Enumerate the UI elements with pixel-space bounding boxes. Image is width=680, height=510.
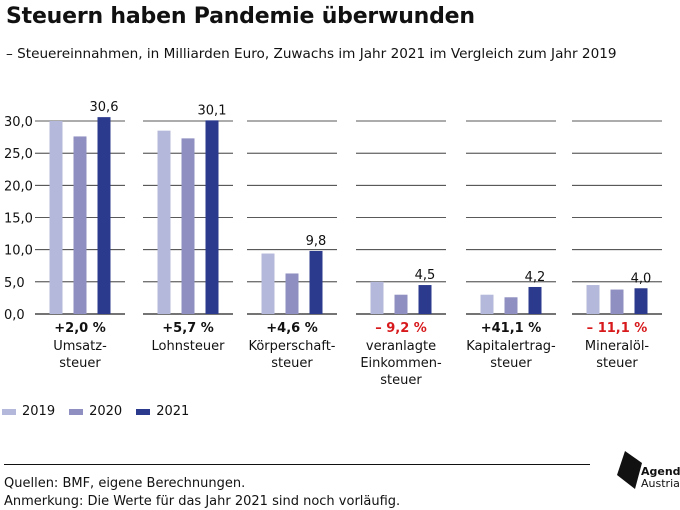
logo-mark-icon bbox=[617, 451, 642, 489]
bar-2020 bbox=[181, 138, 195, 314]
remark-note: Anmerkung: Die Werte für das Jahr 2021 s… bbox=[4, 494, 401, 509]
bar-2020 bbox=[610, 289, 624, 314]
legend-swatch-2021 bbox=[136, 408, 151, 415]
bar-2020 bbox=[73, 136, 87, 314]
source-note: Quellen: BMF, eigene Berechnungen. bbox=[4, 476, 246, 491]
data-label-2021: 30,6 bbox=[90, 100, 119, 115]
legend-item-2021: 2021 bbox=[136, 404, 189, 419]
y-tick-label: 10,0 bbox=[4, 244, 33, 259]
change-label: – 9,2 % bbox=[375, 321, 427, 336]
bar-2021 bbox=[309, 250, 323, 314]
category-label: Körperschaft- bbox=[248, 339, 335, 354]
bar-2021 bbox=[205, 120, 219, 315]
legend: 2019 2020 2021 bbox=[2, 404, 189, 419]
change-label: +5,7 % bbox=[162, 321, 213, 336]
category-label: steuer bbox=[490, 356, 532, 371]
category-label: steuer bbox=[596, 356, 638, 371]
legend-swatch-2020 bbox=[69, 408, 84, 415]
data-label-2021: 30,1 bbox=[198, 103, 227, 118]
y-tick-label: 30,0 bbox=[4, 115, 33, 130]
footer-divider bbox=[4, 464, 590, 465]
category-label: veranlagte bbox=[366, 339, 436, 354]
y-tick-label: 20,0 bbox=[4, 179, 33, 194]
bar-2019 bbox=[480, 294, 494, 314]
change-label: +2,0 % bbox=[54, 321, 105, 336]
data-label-2021: 9,8 bbox=[306, 234, 327, 249]
change-label: – 11,1 % bbox=[587, 321, 648, 336]
category-label: steuer bbox=[59, 356, 101, 371]
change-label: +4,6 % bbox=[266, 321, 317, 336]
agenda-austria-logo: Agenda Austria bbox=[615, 447, 680, 497]
bar-2021 bbox=[634, 288, 648, 314]
category-label: steuer bbox=[271, 356, 313, 371]
chart-title: Steuern haben Pandemie überwunden bbox=[6, 4, 475, 29]
y-tick-label: 0,0 bbox=[4, 308, 25, 323]
legend-label-2020: 2020 bbox=[89, 404, 123, 419]
legend-swatch-2019 bbox=[2, 408, 16, 415]
bar-2019 bbox=[586, 285, 600, 314]
category-label: Mineralöl- bbox=[585, 339, 650, 354]
category-label: Kapitalertrag- bbox=[466, 339, 556, 354]
category-label: Einkommen- bbox=[360, 356, 442, 371]
bar-2020 bbox=[504, 297, 518, 314]
legend-label-2019: 2019 bbox=[22, 404, 56, 419]
category-label: Lohnsteuer bbox=[152, 339, 226, 354]
bar-2019 bbox=[261, 253, 275, 314]
bar-2021 bbox=[418, 285, 432, 314]
category-label: steuer bbox=[380, 373, 422, 388]
bar-2021 bbox=[528, 286, 542, 314]
legend-item-2020: 2020 bbox=[69, 404, 122, 419]
y-tick-label: 25,0 bbox=[4, 147, 33, 162]
chart-subtitle: – Steuereinnahmen, in Milliarden Euro, Z… bbox=[6, 46, 617, 62]
data-label-2021: 4,5 bbox=[415, 268, 436, 283]
legend-label-2021: 2021 bbox=[156, 404, 190, 419]
logo-text-agenda: Agenda bbox=[641, 465, 680, 478]
change-label: +41,1 % bbox=[481, 321, 542, 336]
data-label-2021: 4,2 bbox=[525, 270, 546, 285]
logo-text-austria: Austria bbox=[641, 477, 680, 490]
legend-item-2019: 2019 bbox=[2, 404, 55, 419]
y-tick-label: 15,0 bbox=[4, 212, 33, 227]
bar-2019 bbox=[157, 130, 171, 314]
bar-2019 bbox=[49, 121, 63, 314]
category-label: Umsatz- bbox=[53, 339, 107, 354]
bar-2020 bbox=[394, 294, 408, 314]
bar-2020 bbox=[285, 273, 299, 314]
data-label-2021: 4,0 bbox=[631, 271, 652, 286]
bar-chart: 0,0 5,0 10,0 15,0 20,0 25,0 30,0 30,6 +2,0 % Umsa… bbox=[4, 100, 662, 388]
bar-2021 bbox=[97, 117, 111, 314]
bar-2019 bbox=[370, 281, 384, 314]
y-tick-label: 5,0 bbox=[4, 276, 25, 291]
